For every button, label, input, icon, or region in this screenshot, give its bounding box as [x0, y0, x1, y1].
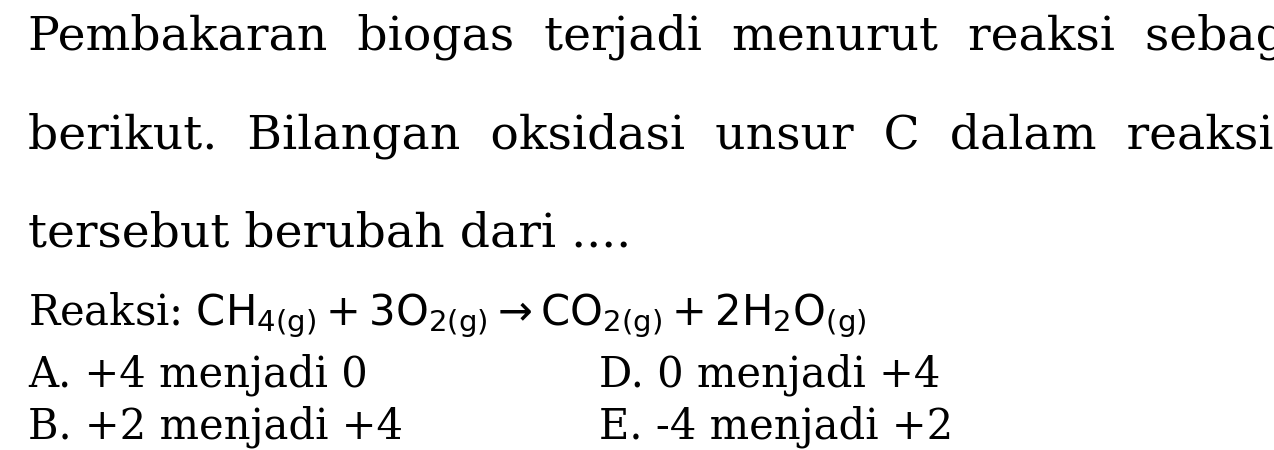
Text: D. 0 menjadi +4: D. 0 menjadi +4 — [599, 353, 940, 396]
Text: Reaksi: $\mathrm{CH_{4(g)} + 3O_{2(g)} \rightarrow CO_{2(g)} + 2H_2O_{(g)}}$: Reaksi: $\mathrm{CH_{4(g)} + 3O_{2(g)} \… — [28, 290, 866, 340]
Text: tersebut berubah dari ....: tersebut berubah dari .... — [28, 212, 631, 257]
Text: B. +2 menjadi +4: B. +2 menjadi +4 — [28, 405, 403, 447]
Text: A. +4 menjadi 0: A. +4 menjadi 0 — [28, 353, 368, 396]
Text: E. -4 menjadi +2: E. -4 menjadi +2 — [599, 405, 953, 447]
Text: berikut.  Bilangan  oksidasi  unsur  C  dalam  reaksi: berikut. Bilangan oksidasi unsur C dalam… — [28, 112, 1274, 159]
Text: Pembakaran  biogas  terjadi  menurut  reaksi  sebagai: Pembakaran biogas terjadi menurut reaksi… — [28, 14, 1274, 60]
